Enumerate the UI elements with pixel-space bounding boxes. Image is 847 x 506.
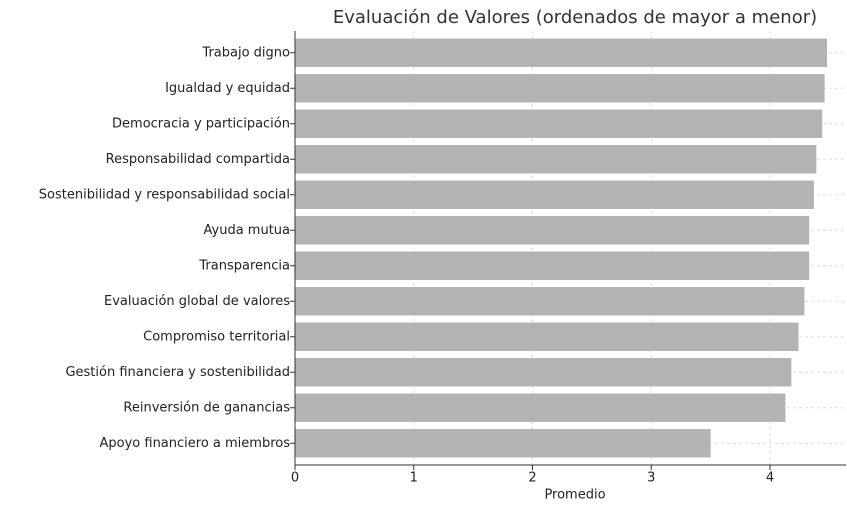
bar xyxy=(295,74,825,103)
x-tick-label: 4 xyxy=(766,471,774,486)
bar xyxy=(295,322,799,351)
bar xyxy=(295,109,823,138)
x-tick-label: 2 xyxy=(528,471,536,486)
x-tick-label: 1 xyxy=(410,471,418,486)
y-tick-label: Trabajo digno xyxy=(201,45,290,60)
bar xyxy=(295,180,814,209)
x-tick-label: 0 xyxy=(291,471,299,486)
y-tick-label: Responsabilidad compartida xyxy=(106,152,290,167)
y-tick-label: Reinversión de ganancias xyxy=(123,400,290,415)
y-tick-label: Compromiso territorial xyxy=(143,329,290,344)
bar xyxy=(295,358,792,387)
y-tick-label: Apoyo financiero a miembros xyxy=(100,436,291,451)
bar xyxy=(295,393,786,422)
y-tick-label: Transparencia xyxy=(198,258,290,273)
bar xyxy=(295,251,810,280)
y-tick-label: Democracia y participación xyxy=(112,116,290,131)
y-tick-label: Gestión financiera y sostenibilidad xyxy=(65,365,290,380)
y-tick-label: Evaluación global de valores xyxy=(104,294,290,309)
y-tick-label: Sostenibilidad y responsabilidad social xyxy=(39,187,290,202)
bar xyxy=(295,287,805,316)
chart-title: Evaluación de Valores (ordenados de mayo… xyxy=(333,7,817,28)
y-tick-label: Ayuda mutua xyxy=(204,223,291,238)
bar xyxy=(295,38,827,67)
bar xyxy=(295,429,711,458)
x-axis-label: Promedio xyxy=(544,488,605,503)
y-tick-label: Igualdad y equidad xyxy=(165,81,290,96)
bar xyxy=(295,216,810,245)
x-tick-label: 3 xyxy=(647,471,655,486)
bar xyxy=(295,145,817,174)
